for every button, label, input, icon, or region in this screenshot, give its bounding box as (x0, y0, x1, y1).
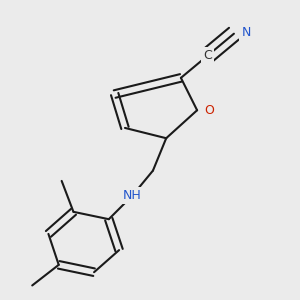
Text: NH: NH (123, 189, 142, 202)
Text: N: N (241, 26, 251, 39)
Text: O: O (205, 104, 214, 117)
Text: C: C (203, 49, 212, 62)
